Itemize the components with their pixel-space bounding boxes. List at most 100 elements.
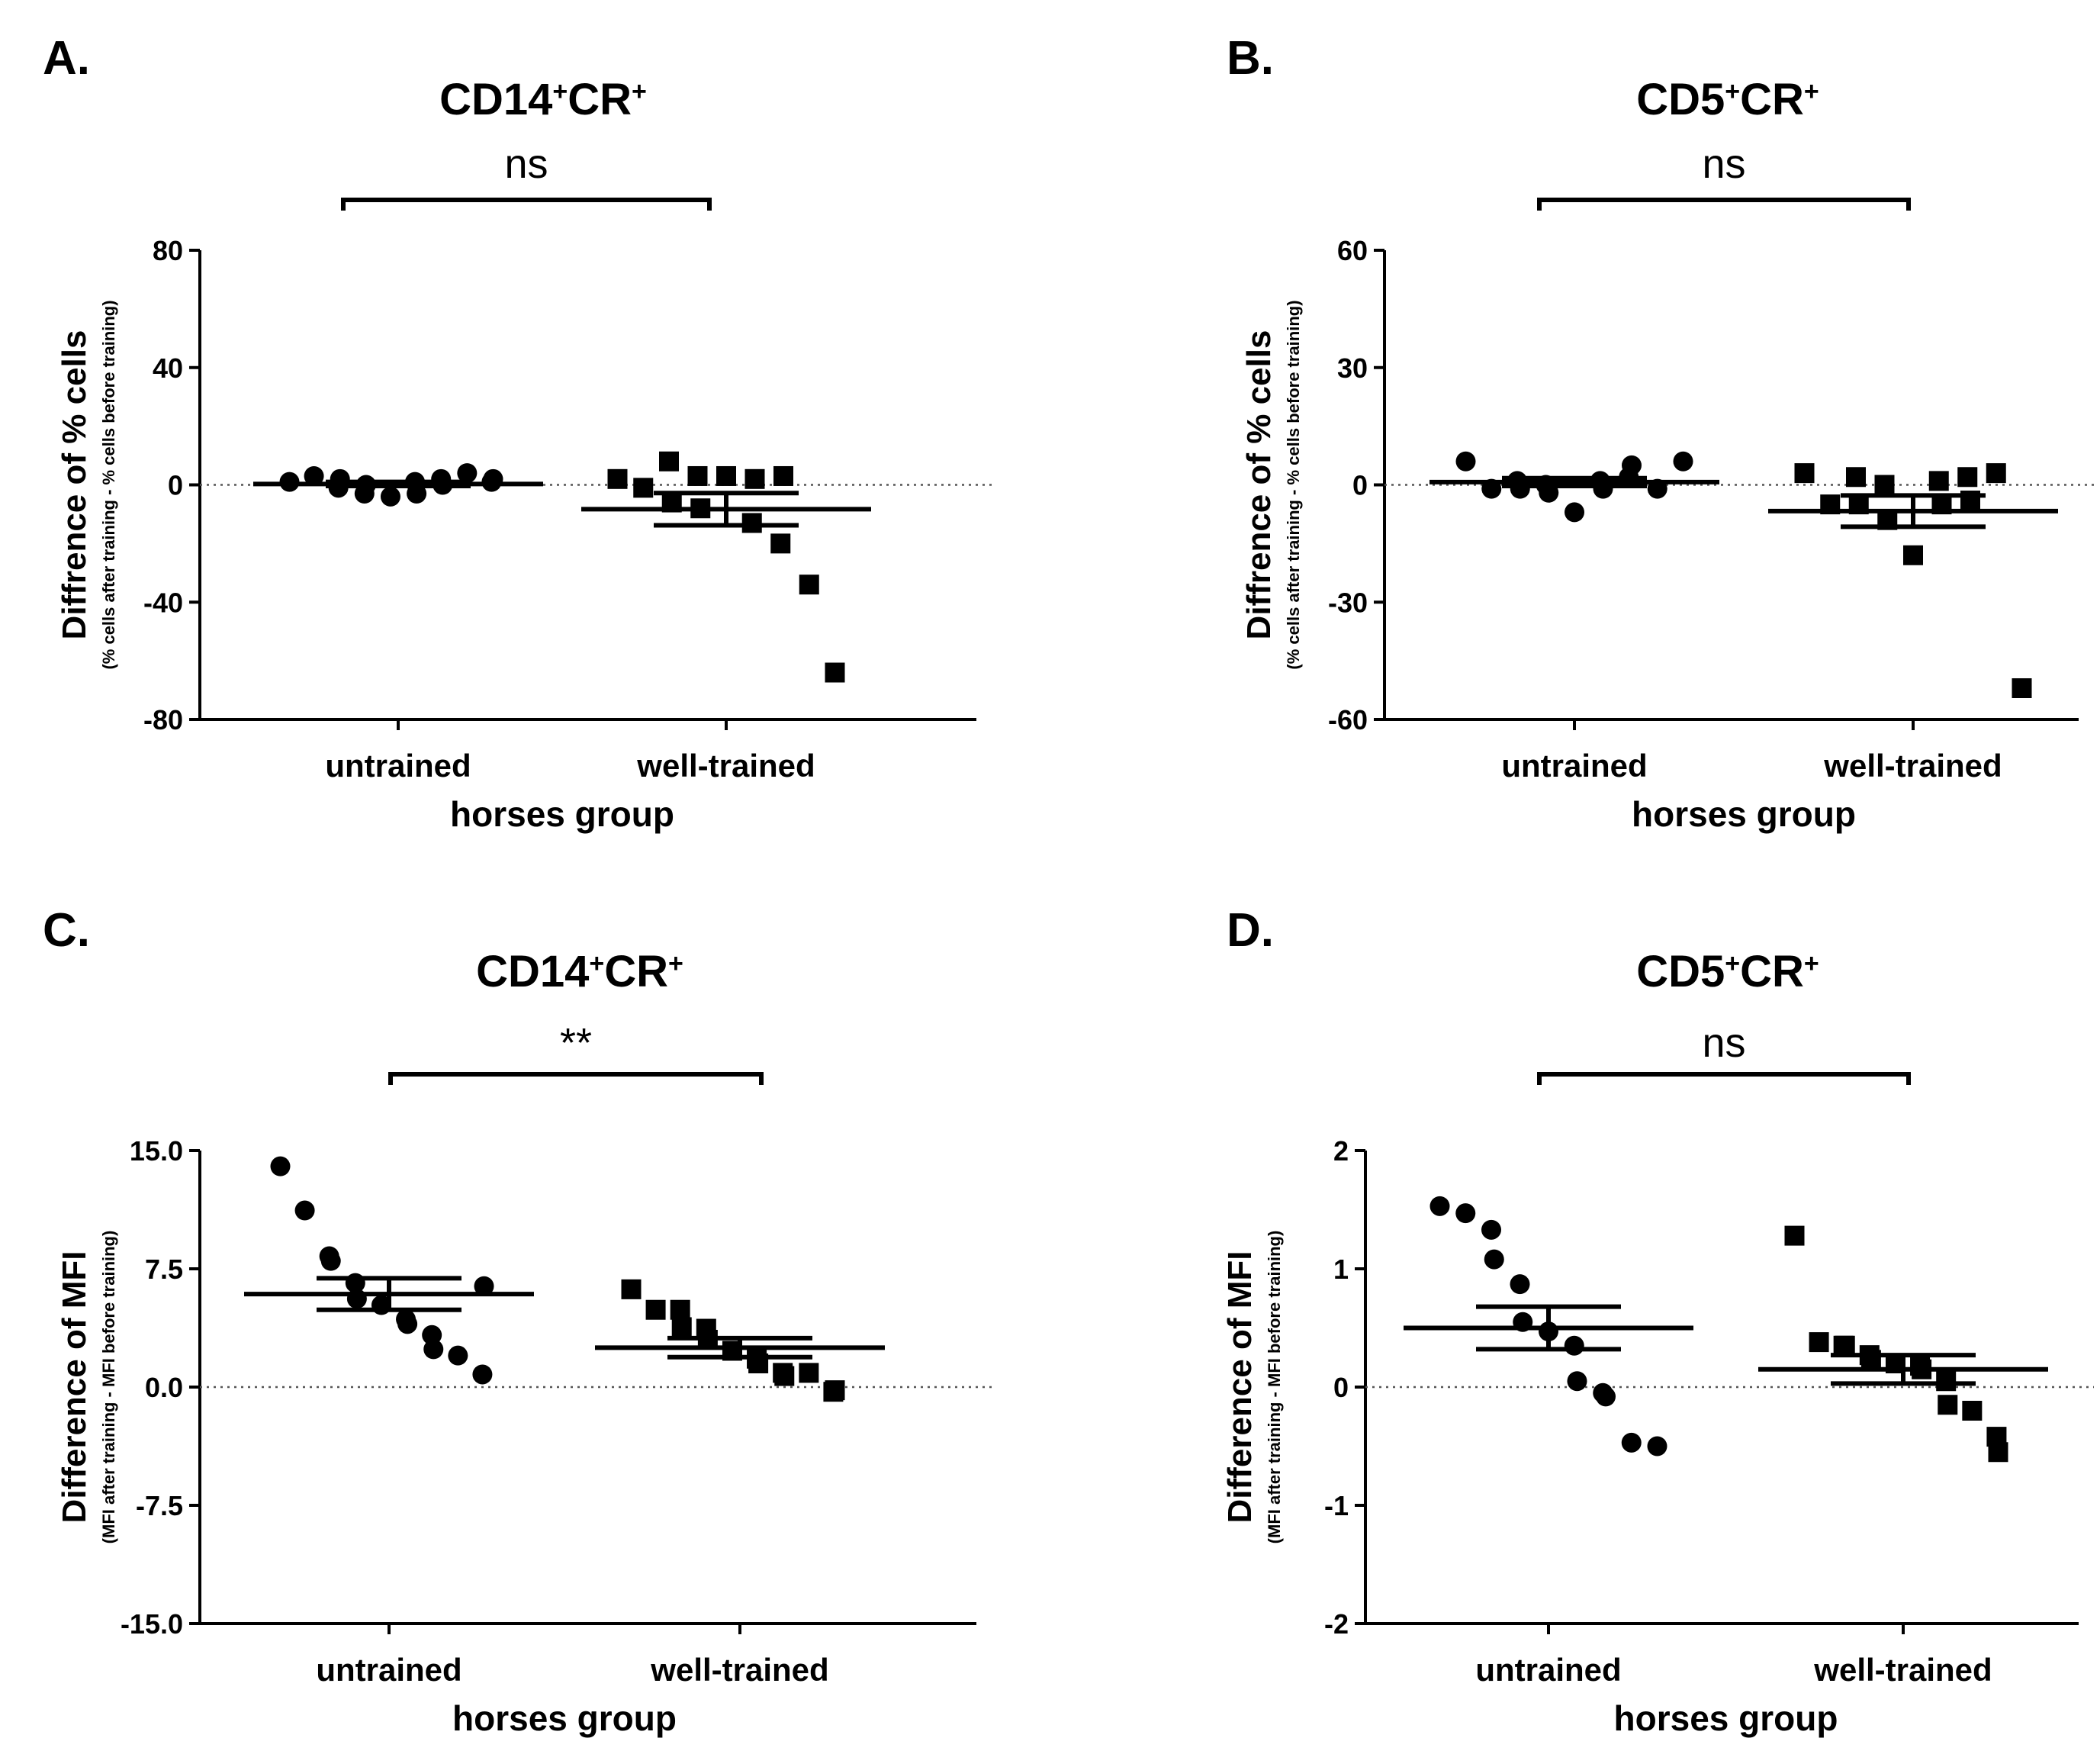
data-point-well-trained: [722, 1341, 742, 1361]
data-point-well-trained: [1912, 1359, 1932, 1379]
chart-title: CD14+CR+: [476, 947, 683, 996]
data-point-untrained: [1593, 478, 1613, 499]
y-tick-label: 7.5: [145, 1254, 183, 1285]
data-point-well-trained: [1820, 494, 1841, 515]
y-tick-label: 15.0: [130, 1135, 183, 1167]
chart-panel-c: C.CD14+CR+**-15.0-7.50.07.515.0untrained…: [43, 904, 992, 1738]
data-point-well-trained: [1809, 1332, 1829, 1353]
data-point-untrained: [483, 468, 503, 489]
data-point-well-trained: [671, 1317, 692, 1337]
y-tick-label: -1: [1324, 1490, 1349, 1521]
data-point-well-trained: [1962, 1401, 1983, 1421]
data-point-untrained: [1455, 1203, 1476, 1224]
data-point-well-trained: [1938, 1395, 1958, 1415]
data-point-well-trained: [687, 465, 708, 486]
chart-title: CD5+CR+: [1636, 947, 1819, 996]
y-tick-label: 0: [168, 470, 183, 501]
data-point-untrained: [270, 1156, 291, 1176]
data-point-well-trained: [661, 492, 682, 513]
data-point-untrained: [1567, 1371, 1587, 1392]
data-point-well-trained: [773, 465, 793, 486]
x-axis-label: horses group: [452, 1698, 677, 1738]
y-tick-label: 0: [1333, 1372, 1349, 1403]
significance-bracket: [1537, 1072, 1911, 1085]
x-category-label: untrained: [325, 748, 471, 784]
title-text: CD5: [1636, 75, 1725, 124]
y-axis-label: Diffrence of % cells: [1240, 330, 1278, 640]
data-point-untrained: [371, 1295, 391, 1315]
data-point-untrained: [346, 1289, 367, 1309]
data-point-untrained: [1647, 1436, 1667, 1456]
data-point-well-trained: [825, 662, 845, 683]
title-text: CD14: [439, 75, 552, 124]
data-point-well-trained: [1931, 494, 1952, 515]
title-text: CD14: [476, 947, 589, 996]
y-tick-label: 30: [1337, 352, 1368, 384]
data-point-untrained: [294, 1200, 315, 1221]
y-axis-sublabel: (MFI after training - MFI before trainin…: [1265, 1231, 1284, 1544]
data-point-untrained: [1539, 1321, 1558, 1342]
y-tick-label: -7.5: [136, 1490, 183, 1521]
data-point-well-trained: [716, 465, 736, 486]
data-point-well-trained: [1988, 1442, 2008, 1463]
y-tick-label: 40: [153, 352, 183, 384]
data-point-well-trained: [1846, 467, 1866, 488]
title-superscript: +: [552, 77, 568, 106]
y-tick-label: 80: [153, 235, 183, 266]
data-point-untrained: [1510, 1274, 1530, 1295]
data-point-untrained: [1622, 455, 1642, 475]
y-tick-label: -2: [1324, 1608, 1349, 1640]
data-point-well-trained: [1957, 467, 1978, 488]
data-point-untrained: [345, 1273, 365, 1293]
data-point-well-trained: [1960, 491, 1980, 510]
data-point-untrained: [472, 1364, 493, 1385]
y-tick-label: 0.0: [145, 1372, 183, 1403]
y-axis-label: Diffrence of % cells: [56, 330, 93, 640]
significance-label: **: [560, 1020, 592, 1066]
data-point-untrained: [355, 475, 376, 495]
y-tick-label: -15.0: [121, 1608, 183, 1640]
data-point-untrained: [1481, 478, 1502, 499]
significance-bracket: [341, 198, 712, 211]
data-point-untrained: [474, 1276, 494, 1296]
y-axis-label: Difference of MFI: [56, 1251, 93, 1524]
data-point-untrained: [423, 1339, 444, 1360]
y-tick-label: -80: [143, 704, 183, 735]
data-point-well-trained: [1835, 1335, 1855, 1356]
data-point-well-trained: [741, 513, 762, 533]
data-point-untrained: [407, 484, 427, 504]
title-superscript: +: [1725, 77, 1740, 106]
y-tick-label: -40: [143, 587, 183, 618]
data-point-untrained: [1510, 478, 1530, 499]
data-point-well-trained: [1928, 471, 1949, 491]
title-superscript: +: [668, 949, 683, 978]
significance-label: ns: [504, 141, 548, 187]
data-point-well-trained: [1860, 1350, 1881, 1370]
y-tick-label: 1: [1333, 1254, 1349, 1285]
data-point-well-trained: [1986, 463, 2006, 484]
x-category-label: well-trained: [1813, 1652, 1992, 1688]
title-text: CR: [1740, 75, 1804, 124]
y-tick-label: -30: [1328, 587, 1368, 618]
title-superscript: +: [589, 949, 604, 978]
y-axis-sublabel: (% cells after training - % cells before…: [1284, 300, 1303, 669]
title-superscript: +: [1725, 949, 1740, 978]
significance-bracket: [388, 1072, 764, 1085]
title-superscript: +: [632, 77, 647, 106]
y-tick-label: 2: [1333, 1135, 1349, 1167]
data-point-well-trained: [1794, 463, 1815, 484]
data-point-untrained: [279, 472, 300, 492]
x-category-label: well-trained: [636, 748, 815, 784]
data-point-untrained: [1484, 1249, 1504, 1270]
y-axis-sublabel: (% cells after training - % cells before…: [99, 300, 118, 669]
x-category-label: untrained: [316, 1652, 461, 1688]
title-superscript: +: [1804, 949, 1819, 978]
panel-letter: B.: [1227, 32, 1274, 85]
data-point-well-trained: [697, 1330, 718, 1350]
data-point-untrained: [1564, 1335, 1584, 1356]
data-point-untrained: [433, 475, 453, 495]
data-point-untrained: [1565, 502, 1584, 523]
